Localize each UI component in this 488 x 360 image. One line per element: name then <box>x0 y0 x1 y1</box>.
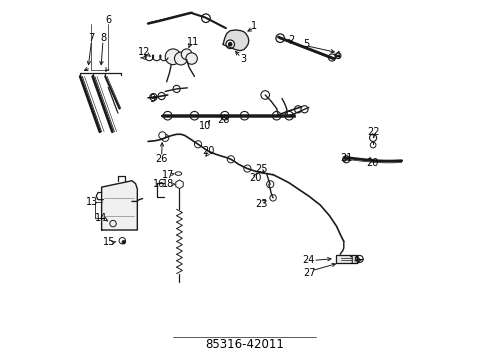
Circle shape <box>173 85 180 93</box>
Polygon shape <box>335 255 356 263</box>
Circle shape <box>225 40 234 49</box>
Text: 21: 21 <box>340 153 352 163</box>
Circle shape <box>266 181 273 188</box>
Circle shape <box>185 53 197 64</box>
Text: 22: 22 <box>367 127 379 137</box>
Circle shape <box>190 111 198 120</box>
Text: 20: 20 <box>202 147 214 157</box>
Text: 4: 4 <box>334 51 340 61</box>
Circle shape <box>294 106 301 113</box>
Circle shape <box>163 111 172 120</box>
Text: 2: 2 <box>287 35 293 45</box>
Text: 20: 20 <box>366 158 378 168</box>
Text: 8: 8 <box>100 33 106 43</box>
Circle shape <box>240 111 248 120</box>
Text: 9: 9 <box>149 94 155 104</box>
Circle shape <box>220 111 229 120</box>
Circle shape <box>300 106 307 113</box>
Circle shape <box>174 52 187 65</box>
Circle shape <box>227 156 234 163</box>
Circle shape <box>181 49 192 60</box>
Text: 11: 11 <box>186 37 199 47</box>
Text: 12: 12 <box>137 47 150 57</box>
Text: 14: 14 <box>95 213 107 223</box>
Text: 23: 23 <box>255 199 267 209</box>
Circle shape <box>165 49 181 64</box>
Circle shape <box>342 156 349 163</box>
Text: 26: 26 <box>155 154 167 164</box>
Circle shape <box>122 240 125 244</box>
Text: 1: 1 <box>250 21 257 31</box>
Polygon shape <box>223 30 248 51</box>
Text: 18: 18 <box>161 179 173 189</box>
Text: 13: 13 <box>86 197 98 207</box>
Circle shape <box>194 141 201 148</box>
Circle shape <box>261 91 269 99</box>
Text: 25: 25 <box>255 163 267 174</box>
Circle shape <box>201 14 210 22</box>
Text: 5: 5 <box>302 39 308 49</box>
Circle shape <box>328 54 335 61</box>
Circle shape <box>272 111 281 120</box>
Text: 10: 10 <box>199 121 211 131</box>
Text: 85316-42011: 85316-42011 <box>204 338 284 351</box>
Circle shape <box>269 195 276 201</box>
Circle shape <box>275 34 284 42</box>
Circle shape <box>244 165 250 172</box>
Text: 17: 17 <box>161 170 174 180</box>
Text: 28: 28 <box>217 115 229 125</box>
Text: 3: 3 <box>240 54 246 64</box>
Circle shape <box>285 111 293 120</box>
Circle shape <box>369 134 376 141</box>
Text: 7: 7 <box>88 33 95 43</box>
Text: 16: 16 <box>153 179 165 189</box>
Text: 24: 24 <box>302 255 314 265</box>
Text: 19: 19 <box>348 256 361 266</box>
Text: 15: 15 <box>102 237 115 247</box>
Circle shape <box>162 134 168 141</box>
Polygon shape <box>102 181 137 230</box>
Circle shape <box>149 94 157 101</box>
Text: 27: 27 <box>303 268 315 278</box>
Circle shape <box>158 93 165 100</box>
Circle shape <box>159 132 165 139</box>
Circle shape <box>228 42 231 46</box>
Text: 6: 6 <box>105 15 111 25</box>
Text: 20: 20 <box>248 173 261 183</box>
Ellipse shape <box>175 172 181 175</box>
